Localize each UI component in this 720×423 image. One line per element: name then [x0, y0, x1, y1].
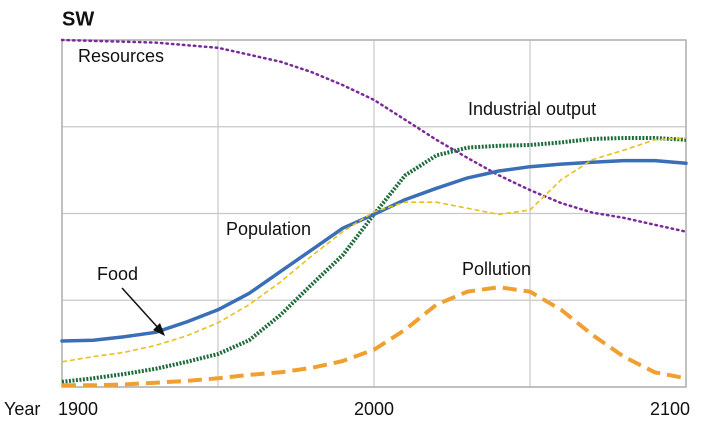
annotation-arrow: [121, 287, 161, 331]
series-line: [61, 136, 687, 384]
series-label: Pollution: [462, 259, 531, 279]
series-label: Resources: [78, 46, 164, 66]
series-label: Food: [97, 264, 138, 284]
plot-frame: [61, 39, 687, 388]
x-tick-label: 2100: [650, 399, 690, 419]
series-line: [60, 38, 688, 233]
x-axis-label: Year: [4, 399, 40, 419]
x-tick-label: 2000: [354, 399, 394, 419]
series-line: [61, 137, 687, 363]
series-line: [60, 158, 688, 343]
chart-title: SW: [62, 8, 94, 30]
series-label: Industrial output: [468, 99, 596, 119]
series-line: [62, 285, 687, 388]
series-label: Population: [226, 219, 311, 239]
arrow-head: [153, 323, 165, 336]
x-tick-label: 1900: [58, 399, 98, 419]
